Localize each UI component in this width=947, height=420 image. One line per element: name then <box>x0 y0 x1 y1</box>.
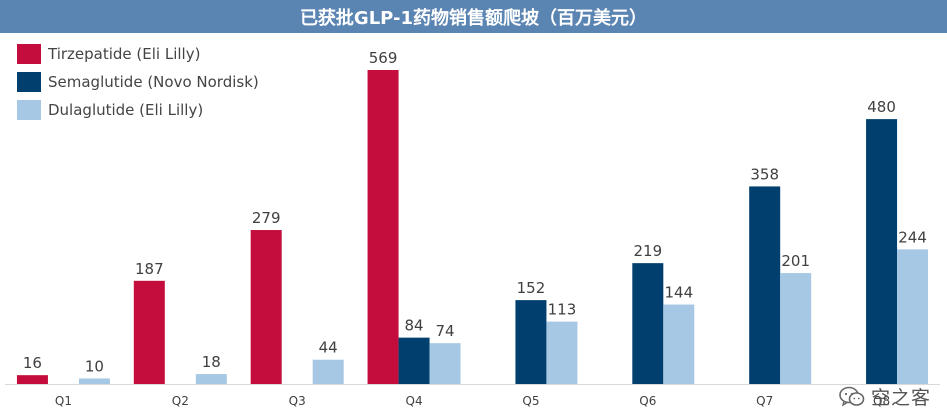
bar-q6-series-1 <box>632 263 664 384</box>
bar-q2-series-2 <box>195 374 227 384</box>
wechat-icon <box>839 386 865 406</box>
watermark-text: 空之客 <box>870 387 931 409</box>
legend-swatch <box>17 100 41 120</box>
data-label-q5-series-1: 152 <box>517 279 546 297</box>
bar-q4-series-1 <box>398 337 430 384</box>
bar-q7-series-2 <box>780 273 812 384</box>
legend-item-2: Dulaglutide (Eli Lilly) <box>17 96 259 124</box>
legend-label: Tirzepatide (Eli Lilly) <box>48 45 201 63</box>
data-label-q6-series-1: 219 <box>633 242 662 260</box>
bar-q3-series-0 <box>250 230 282 384</box>
bar-q1-series-2 <box>78 378 110 384</box>
watermark: 空之客 <box>839 383 931 410</box>
chart-legend: Tirzepatide (Eli Lilly) Semaglutide (Novo… <box>17 40 259 124</box>
data-label-q1-series-0: 16 <box>23 354 42 372</box>
legend-label: Semaglutide (Novo Nordisk) <box>48 73 259 91</box>
data-label-q4-series-0: 569 <box>369 49 398 67</box>
x-tick-label-q3: Q3 <box>289 394 306 408</box>
x-tick-label-q4: Q4 <box>406 394 423 408</box>
legend-label: Dulaglutide (Eli Lilly) <box>48 101 204 119</box>
bar-q7-series-1 <box>749 186 781 384</box>
bar-q3-series-2 <box>312 359 344 384</box>
legend-swatch <box>17 72 41 92</box>
bar-q5-series-1 <box>515 300 547 384</box>
x-tick-label-q7: Q7 <box>756 394 773 408</box>
bar-q6-series-2 <box>663 304 695 384</box>
data-label-q1-series-2: 10 <box>85 357 104 375</box>
bar-q4-series-0 <box>367 70 399 384</box>
x-tick-label-q8: Q8 <box>873 394 890 408</box>
data-label-q3-series-2: 44 <box>319 339 338 357</box>
data-label-q7-series-2: 201 <box>781 252 810 270</box>
bar-q8-series-1 <box>866 119 898 385</box>
x-tick-label-q6: Q6 <box>639 394 656 408</box>
bar-q2-series-0 <box>133 280 165 384</box>
data-label-q4-series-1: 84 <box>405 317 424 335</box>
bar-q8-series-2 <box>897 249 929 384</box>
data-label-q2-series-2: 18 <box>202 353 221 371</box>
data-label-q2-series-0: 187 <box>135 260 164 278</box>
legend-item-1: Semaglutide (Novo Nordisk) <box>17 68 259 96</box>
data-label-q4-series-2: 74 <box>436 322 455 340</box>
bar-q4-series-2 <box>429 343 461 384</box>
x-tick-label-q2: Q2 <box>172 394 189 408</box>
data-label-q3-series-0: 279 <box>252 209 281 227</box>
x-tick-label-q1: Q1 <box>55 394 72 408</box>
data-label-q7-series-1: 358 <box>750 165 779 183</box>
bar-q1-series-0 <box>16 375 48 384</box>
bar-q5-series-2 <box>546 321 578 384</box>
data-label-q5-series-2: 113 <box>548 301 577 319</box>
data-label-q8-series-1: 480 <box>867 98 896 116</box>
data-label-q8-series-2: 244 <box>898 228 927 246</box>
x-tick-label-q5: Q5 <box>522 394 539 408</box>
legend-item-0: Tirzepatide (Eli Lilly) <box>17 40 259 68</box>
chart-title: 已获批GLP-1药物销售额爬坡（百万美元） <box>0 0 947 33</box>
data-label-q6-series-2: 144 <box>664 284 693 302</box>
legend-swatch <box>17 44 41 64</box>
